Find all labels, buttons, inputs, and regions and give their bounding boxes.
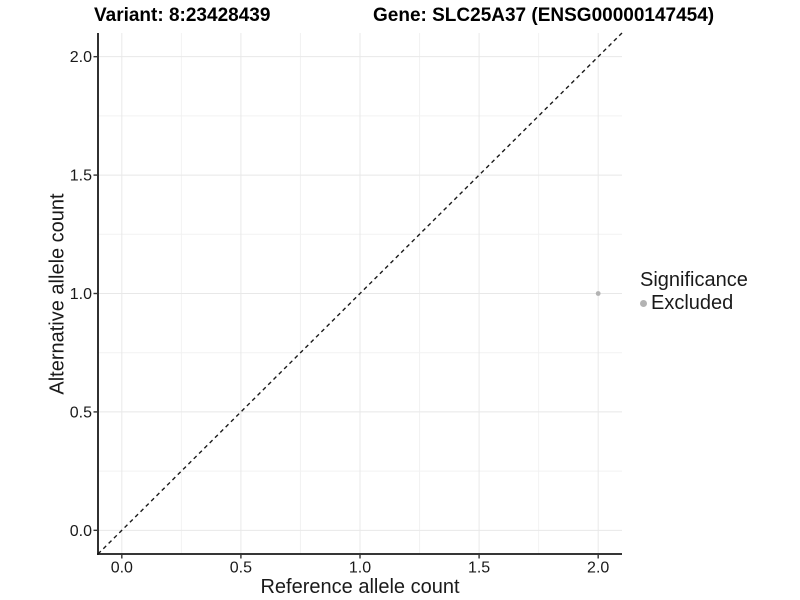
- legend: Significance Excluded: [640, 270, 748, 313]
- legend-title: Significance: [640, 269, 748, 291]
- gene-title: Gene: SLC25A37 (ENSG00000147454): [373, 5, 715, 26]
- x-tick-label: 2.0: [587, 560, 609, 577]
- x-tick-label: 0.5: [230, 560, 252, 577]
- x-axis-title: Reference allele count: [260, 576, 460, 598]
- y-tick-label: 0.0: [70, 523, 92, 540]
- data-point: [595, 291, 601, 296]
- y-axis-title: Alternative allele count: [46, 193, 69, 395]
- legend-item-excluded: Excluded: [640, 293, 748, 313]
- x-tick-label: 0.0: [111, 560, 133, 577]
- identity-line: [97, 32, 623, 555]
- variant-title: Variant: 8:23428439: [94, 5, 271, 26]
- y-tick-label: 1.0: [70, 286, 92, 303]
- y-tick-label: 1.5: [70, 168, 92, 185]
- y-tick-label: 2.0: [70, 49, 92, 66]
- legend-item-label: Excluded: [651, 292, 734, 314]
- y-tick-label: 0.5: [70, 404, 92, 421]
- x-tick-label: 1.0: [349, 560, 371, 577]
- x-tick-label: 1.5: [468, 560, 490, 577]
- legend-point-icon: [640, 299, 647, 307]
